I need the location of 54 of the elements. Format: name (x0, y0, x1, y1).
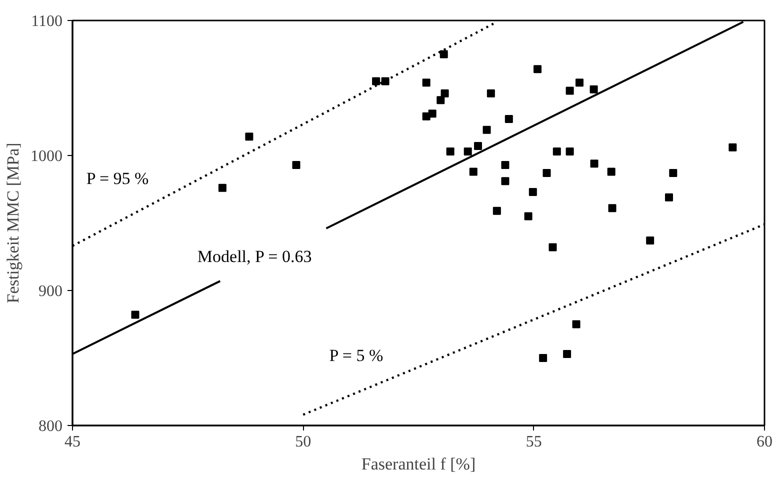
point (576, 78, 584, 87)
x-tick-label: 60 (756, 434, 772, 450)
point (482, 126, 491, 134)
point (486, 89, 495, 98)
point (728, 143, 737, 152)
point (469, 168, 478, 176)
point (218, 184, 226, 192)
point (563, 350, 572, 358)
point (428, 110, 436, 118)
point (501, 177, 510, 186)
point (552, 147, 561, 156)
annotation: P = 95 % (86, 168, 149, 188)
point (464, 147, 472, 156)
point (440, 89, 449, 98)
point (524, 212, 532, 220)
point (566, 147, 574, 156)
point (422, 78, 430, 87)
x-tick-label: 50 (295, 434, 312, 450)
point (566, 86, 574, 95)
point (504, 115, 513, 124)
point (534, 65, 542, 74)
annotation: P = 5 % (329, 346, 384, 365)
point (292, 160, 300, 169)
point (131, 310, 140, 319)
point (548, 243, 557, 252)
y-tick-label: 1000 (30, 148, 62, 165)
annotation: Modell, P = 0.63 (197, 247, 312, 266)
point (372, 77, 380, 86)
point (572, 320, 580, 328)
point (590, 85, 598, 94)
point (646, 236, 654, 245)
point (440, 50, 448, 58)
point (245, 132, 254, 141)
x-tick-label: 45 (64, 434, 80, 450)
point (381, 77, 390, 86)
point (436, 96, 445, 104)
point (590, 160, 598, 168)
y-tick-label: 800 (38, 418, 62, 435)
x-tick-label: 55 (526, 434, 542, 450)
point (608, 204, 616, 212)
point (528, 188, 537, 196)
point (492, 206, 501, 215)
point (539, 354, 548, 362)
point (607, 168, 616, 176)
y-tick-label: 1100 (31, 13, 62, 30)
point (669, 169, 678, 178)
x-axis-title: Faseranteil f [%] (361, 454, 476, 474)
y-axis-title: Festigkeit MMC [MPa] (4, 142, 22, 304)
point (542, 169, 551, 178)
point (474, 142, 482, 150)
y-tick-label: 900 (38, 283, 62, 300)
point (665, 193, 674, 202)
point (446, 147, 454, 156)
point (501, 160, 510, 169)
